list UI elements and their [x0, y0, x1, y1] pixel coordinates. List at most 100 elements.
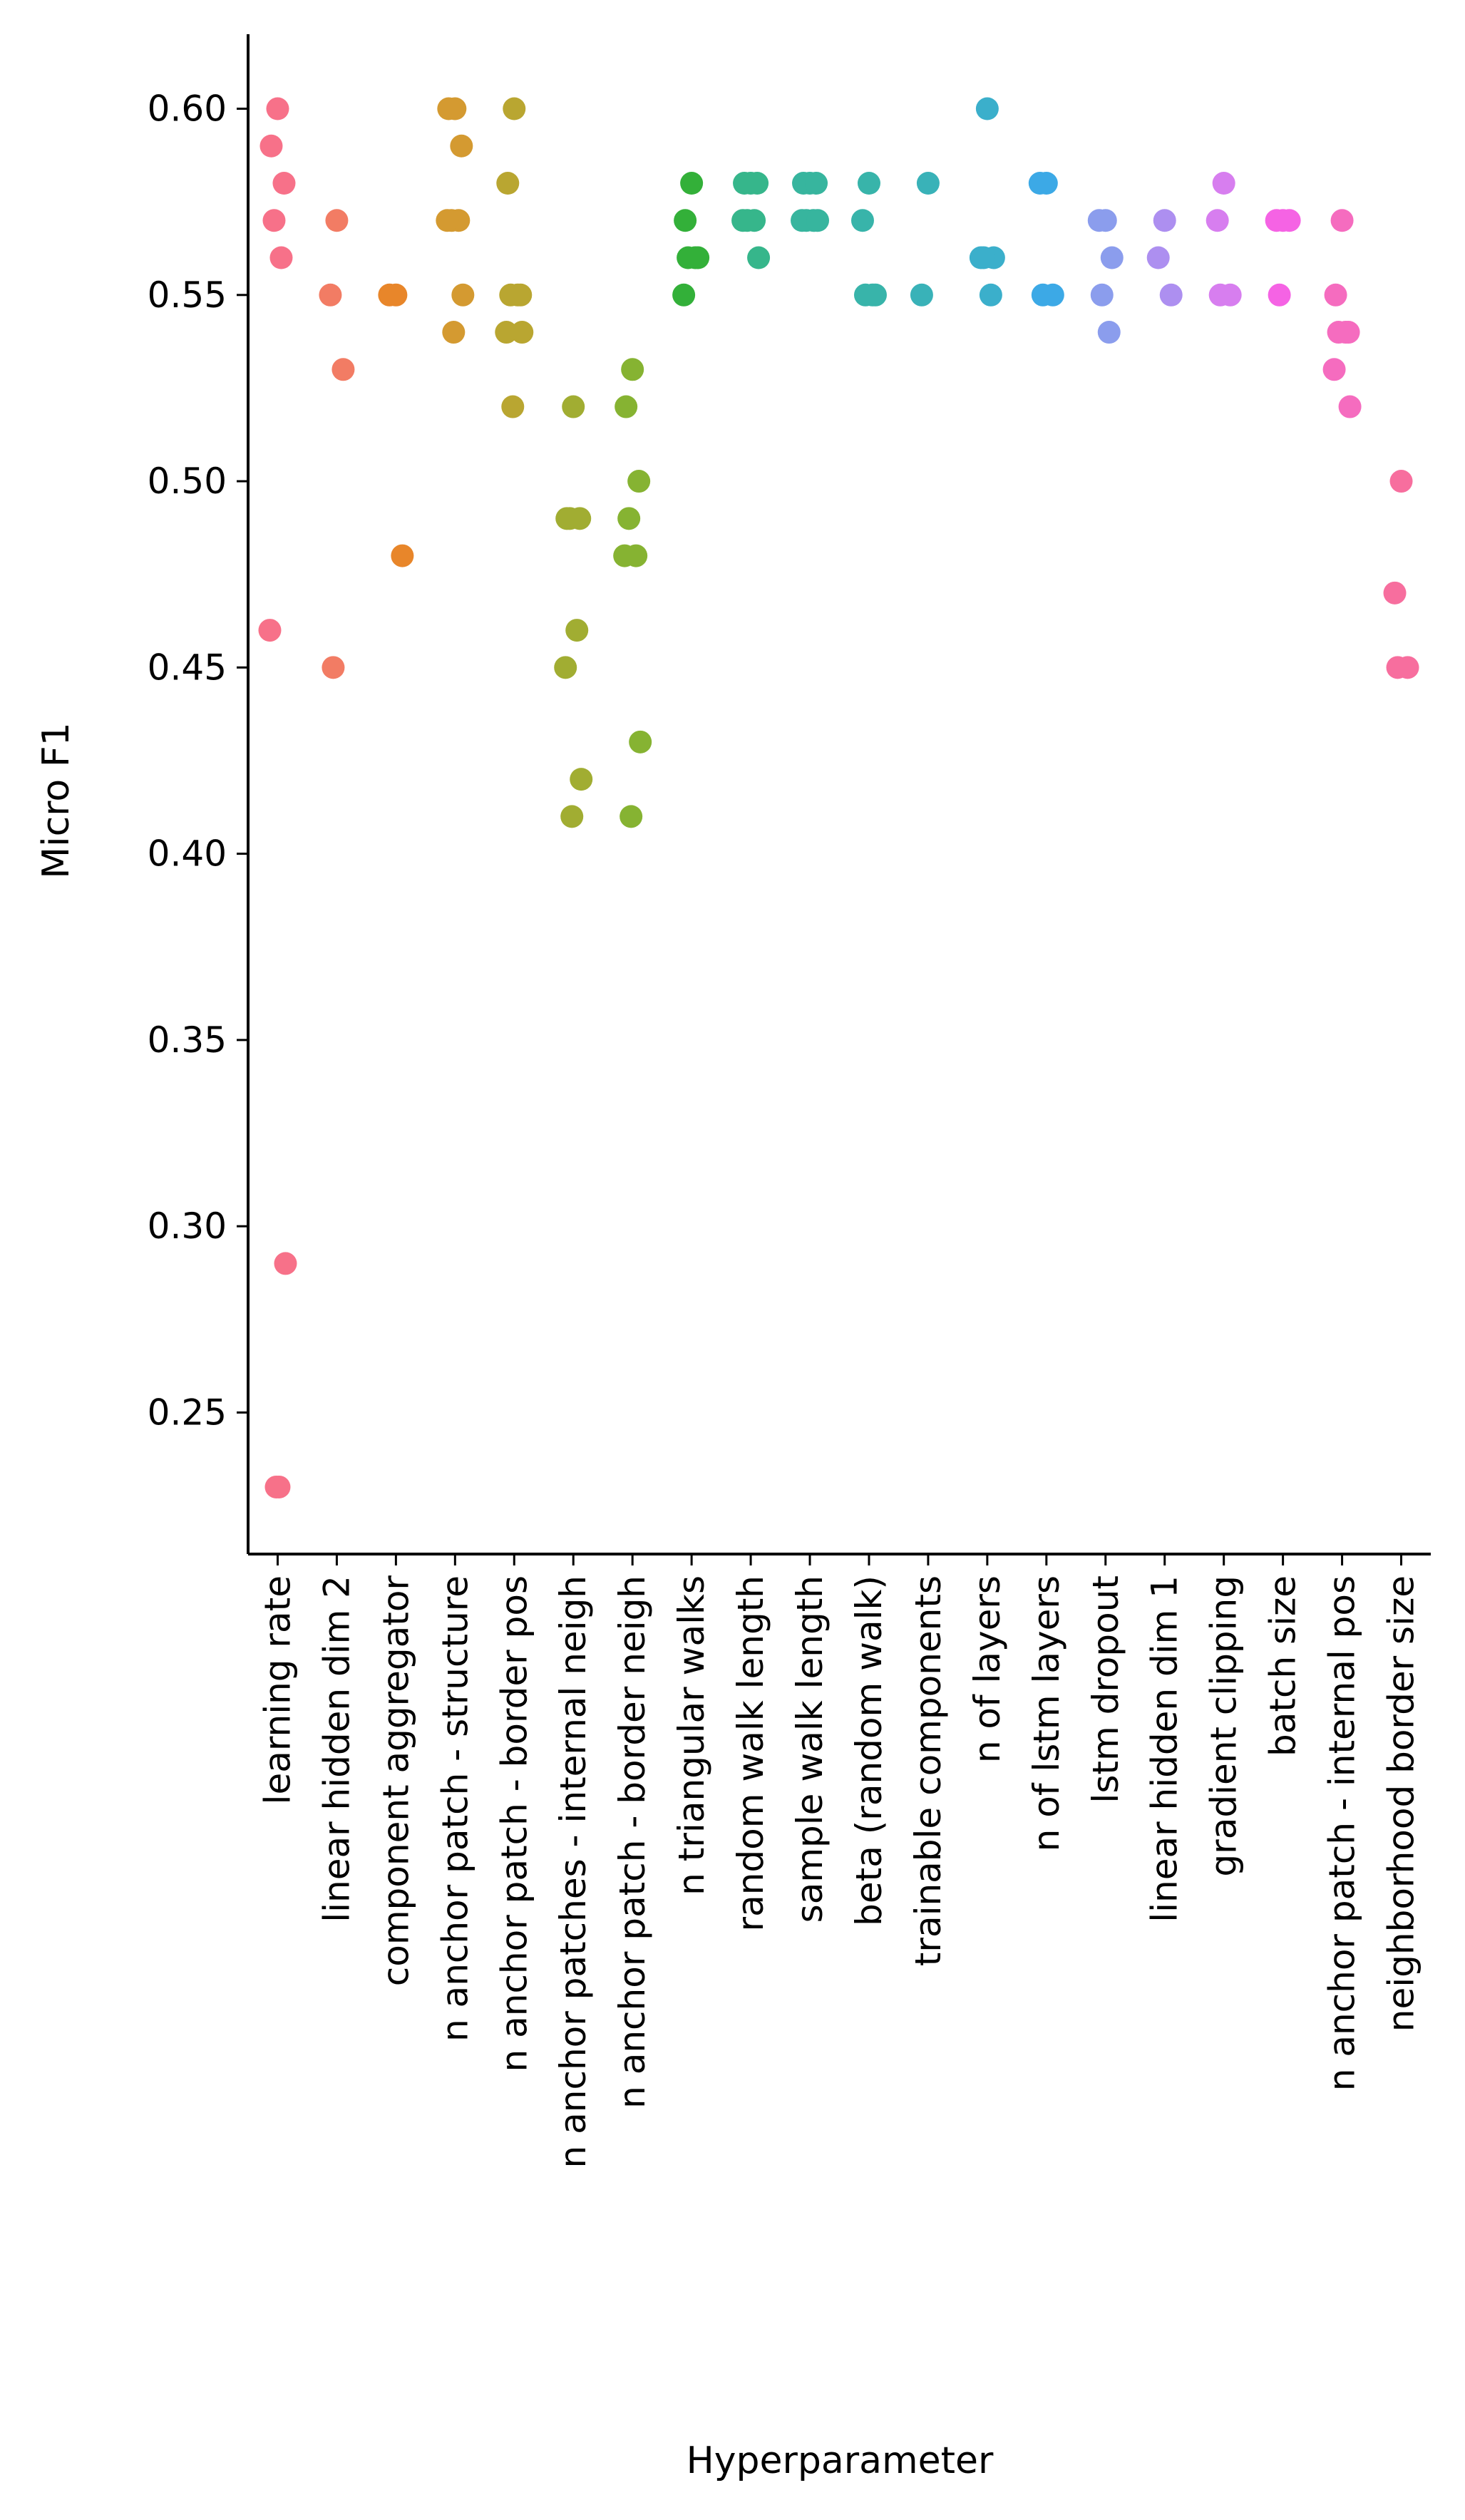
- y-tick-label: 0.45: [148, 647, 227, 688]
- x-tick-label: n of layers: [967, 1575, 1008, 1763]
- data-point: [805, 172, 828, 195]
- data-point: [1338, 395, 1362, 418]
- x-tick-label: gradient clipping: [1203, 1575, 1245, 1877]
- data-point: [747, 246, 771, 269]
- x-tick-label: n anchor patch - internal pos: [1322, 1575, 1363, 2091]
- data-point: [266, 97, 289, 120]
- y-tick-label: 0.40: [148, 833, 227, 875]
- y-tick-label: 0.55: [148, 274, 227, 316]
- data-point: [1090, 283, 1114, 307]
- x-tick-label: component aggregator: [375, 1575, 416, 1987]
- data-point: [615, 395, 638, 418]
- x-tick-label: n anchor patch - structure: [434, 1575, 476, 2042]
- data-point: [975, 97, 999, 120]
- data-point: [613, 544, 637, 567]
- data-point: [1330, 209, 1354, 232]
- data-point: [1278, 209, 1301, 232]
- x-tick-label: sample walk length: [789, 1575, 831, 1923]
- data-point: [1208, 283, 1232, 307]
- y-tick-label: 0.60: [148, 88, 227, 130]
- data-point: [262, 209, 286, 232]
- data-points: [258, 97, 1419, 1498]
- data-point: [972, 246, 995, 269]
- x-tick-label: n anchor patch - border pos: [493, 1575, 535, 2072]
- data-point: [503, 97, 526, 120]
- data-point: [1322, 358, 1346, 381]
- y-tick-label: 0.25: [148, 1392, 227, 1433]
- data-point: [1097, 321, 1121, 344]
- data-point: [450, 134, 473, 158]
- data-point: [1268, 283, 1291, 307]
- data-point: [378, 283, 401, 307]
- data-point: [1159, 283, 1183, 307]
- x-tick-label: n anchor patches - internal neigh: [552, 1575, 594, 2168]
- data-point: [916, 172, 940, 195]
- data-point: [258, 619, 282, 642]
- x-tick-label: beta (random walk): [848, 1575, 890, 1926]
- y-tick-label: 0.30: [148, 1205, 227, 1247]
- data-point: [558, 507, 582, 530]
- data-point: [746, 172, 769, 195]
- data-point: [629, 730, 652, 754]
- data-point: [674, 209, 697, 232]
- data-point: [442, 321, 466, 344]
- data-point: [1031, 283, 1054, 307]
- data-point: [391, 544, 414, 567]
- data-point: [570, 768, 593, 791]
- x-tick-label: random walk length: [730, 1575, 771, 1931]
- data-point: [850, 209, 874, 232]
- data-point: [620, 805, 643, 828]
- y-axis-label: Micro F1: [35, 722, 78, 878]
- x-axis-label: Hyperparameter: [687, 2439, 994, 2482]
- data-point: [562, 395, 585, 418]
- y-tick-label: 0.50: [148, 461, 227, 502]
- data-point: [436, 209, 459, 232]
- x-tick-label: learning rate: [257, 1575, 298, 1804]
- data-point: [1383, 581, 1407, 605]
- axes: [247, 34, 1431, 1555]
- data-point: [319, 283, 342, 307]
- y-tick-label: 0.35: [148, 1019, 227, 1061]
- data-point: [501, 395, 525, 418]
- data-point: [510, 321, 534, 344]
- data-point: [1100, 246, 1124, 269]
- data-point: [1087, 209, 1111, 232]
- data-point: [672, 283, 696, 307]
- data-point: [269, 246, 293, 269]
- data-point: [627, 470, 651, 493]
- data-point: [1324, 283, 1347, 307]
- data-point: [1389, 470, 1413, 493]
- data-point: [506, 283, 530, 307]
- data-point: [684, 246, 707, 269]
- x-tick-label: n triangular walks: [671, 1575, 712, 1896]
- data-point: [331, 358, 355, 381]
- data-point: [259, 134, 283, 158]
- data-point: [1212, 172, 1235, 195]
- data-point: [495, 321, 518, 344]
- x-tick-label: batch size: [1263, 1575, 1304, 1757]
- data-point: [860, 283, 884, 307]
- x-tick-label: n anchor patch - border neigh: [612, 1575, 653, 2109]
- data-point: [1146, 246, 1170, 269]
- x-tick-label: linear hidden dim 2: [316, 1575, 357, 1923]
- data-point: [1206, 209, 1229, 232]
- x-tick-label: linear hidden dim 1: [1144, 1575, 1186, 1923]
- data-point: [274, 1252, 297, 1275]
- data-point: [621, 358, 644, 381]
- x-tick-label: n of lstm layers: [1026, 1575, 1067, 1851]
- data-point: [1028, 172, 1052, 195]
- data-point: [565, 619, 589, 642]
- x-tick-label: neighborhood border size: [1381, 1575, 1422, 2032]
- x-tick-label: trainable components: [908, 1575, 949, 1966]
- data-point: [322, 656, 345, 679]
- data-point: [617, 507, 641, 530]
- data-point: [325, 209, 349, 232]
- data-point: [910, 283, 933, 307]
- data-point: [560, 805, 584, 828]
- data-point: [791, 209, 814, 232]
- x-axis-ticks: learning rate linear hidden dim 2 componen…: [257, 1554, 1422, 2168]
- data-point: [857, 172, 880, 195]
- data-point: [272, 172, 296, 195]
